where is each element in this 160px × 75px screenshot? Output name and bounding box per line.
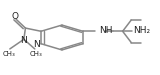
Text: N: N	[33, 40, 40, 49]
Text: N: N	[20, 36, 27, 45]
Text: CH₃: CH₃	[29, 51, 42, 57]
Text: O: O	[11, 12, 18, 21]
Text: NH: NH	[99, 26, 113, 35]
Text: NH₂: NH₂	[134, 26, 151, 35]
Text: CH₃: CH₃	[3, 51, 15, 57]
